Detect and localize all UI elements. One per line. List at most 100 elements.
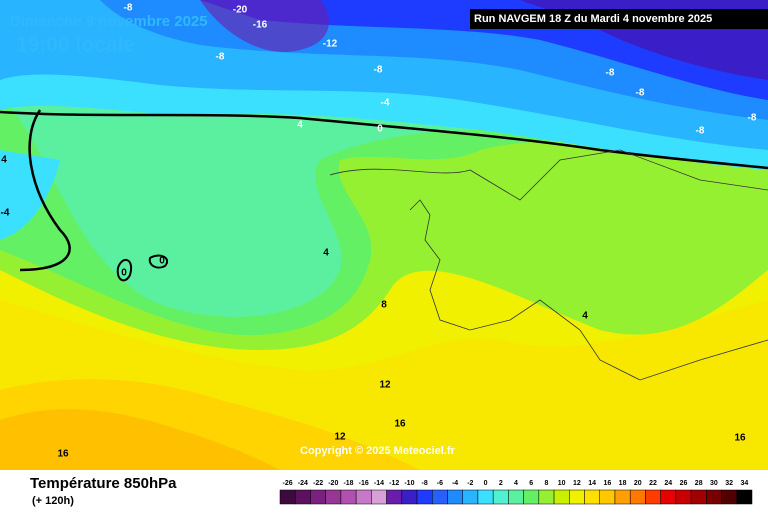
- legend-swatch: [584, 489, 600, 505]
- legend-swatch: [462, 489, 479, 505]
- legend-label: 16: [603, 480, 611, 487]
- legend-label: 2: [499, 480, 503, 487]
- contour-label: -8: [216, 52, 225, 63]
- contour-label: -8: [374, 65, 383, 76]
- legend-swatch: [614, 489, 631, 505]
- contour-label: 16: [57, 449, 69, 460]
- legend-swatch: [645, 489, 661, 505]
- legend-swatch: [538, 489, 555, 505]
- cold-area: [0, 150, 60, 240]
- legend-swatch: [599, 489, 616, 505]
- footer-title: Température 850hPa: [30, 475, 177, 492]
- contour-label: -8: [124, 3, 133, 14]
- legend-label: -8: [422, 480, 428, 487]
- legend-swatch: [310, 489, 326, 505]
- contour-label: -8: [606, 68, 615, 79]
- contour-line: [0, 110, 768, 170]
- contour-label: 8: [381, 300, 387, 311]
- legend-label: -24: [298, 480, 308, 487]
- legend-label: -16: [359, 480, 369, 487]
- contour-label: 4: [297, 120, 303, 131]
- legend-label: -14: [374, 480, 384, 487]
- legend-label: 0: [484, 480, 488, 487]
- contour-label: 16: [734, 433, 746, 444]
- legend-swatch: [416, 489, 433, 505]
- date-text: Dimanche 9 novembre 2025: [10, 13, 208, 30]
- contour-label: -8: [636, 88, 645, 99]
- legend-label: 22: [649, 480, 657, 487]
- legend-label: 12: [573, 480, 581, 487]
- legend-swatch: [401, 489, 418, 505]
- legend-swatch: [294, 489, 311, 505]
- legend-label: 20: [634, 480, 642, 487]
- legend-swatch: [569, 489, 585, 505]
- legend-swatch: [675, 489, 692, 505]
- contour-label: -20: [233, 5, 248, 16]
- legend-swatch: [706, 489, 722, 505]
- contour-labels: -8 -20 -16 -12 -8 -8 -4 4 0 -8 -8 -8 -8 4 -4 0 0 4 8 4 12 12 1…: [1, 3, 757, 460]
- contour-label: 12: [334, 432, 346, 443]
- legend-label: -22: [313, 480, 323, 487]
- contour-label: 4: [1, 155, 7, 166]
- legend-label: -12: [389, 480, 399, 487]
- legend-label: 4: [514, 480, 518, 487]
- legend-label: 28: [695, 480, 703, 487]
- copyright: Copyright © 2025 Meteociel.fr: [300, 445, 456, 457]
- contour-label: 4: [582, 311, 588, 322]
- legend-swatch: [629, 489, 646, 505]
- contour-label: -4: [1, 208, 10, 219]
- legend-label: 6: [529, 480, 533, 487]
- legend-swatch: [553, 489, 570, 505]
- legend-swatch: [279, 489, 296, 505]
- legend-swatch: [660, 489, 677, 505]
- contour-label: -16: [253, 20, 268, 31]
- legend-swatch: [690, 489, 707, 505]
- run-text: Run NAVGEM 18 Z du Mardi 4 novembre 2025: [474, 13, 712, 25]
- contour-label: 12: [379, 380, 391, 391]
- coastline: [329, 149, 768, 381]
- contour-label: 4: [323, 248, 329, 259]
- legend-label: 34: [740, 480, 748, 487]
- contour-label: 0: [121, 268, 127, 279]
- contour-line: [148, 254, 169, 269]
- legend-label: 14: [588, 480, 596, 487]
- warm-area: [0, 300, 768, 470]
- legend-label: -4: [452, 480, 458, 487]
- contour-label: 0: [377, 124, 383, 135]
- contour-label: 16: [394, 419, 406, 430]
- legend-swatch: [492, 489, 509, 505]
- legend-label: 32: [725, 480, 733, 487]
- legend-swatch: [721, 489, 738, 505]
- legend-label: 10: [558, 480, 566, 487]
- legend-label: -6: [437, 480, 443, 487]
- contour-label: -8: [696, 126, 705, 137]
- legend-swatch: [432, 489, 448, 505]
- legend-swatch: [508, 489, 524, 505]
- legend-label: 24: [664, 480, 672, 487]
- legend-label: -26: [283, 480, 293, 487]
- legend-swatch: [447, 489, 463, 505]
- legend-label: 18: [619, 480, 627, 487]
- contour-label: -8: [748, 113, 757, 124]
- legend-label: -2: [467, 480, 473, 487]
- legend-swatch: [523, 489, 540, 505]
- cool-area: [0, 95, 480, 317]
- legend-swatch: [371, 489, 387, 505]
- time-text: 19:00 locale: [16, 34, 135, 57]
- run-box: [470, 9, 768, 29]
- legend-label: -10: [404, 480, 414, 487]
- legend-swatch: [736, 489, 753, 505]
- contour-label: -4: [381, 98, 390, 109]
- legend-label: 30: [710, 480, 718, 487]
- legend-label: -18: [343, 480, 353, 487]
- contour-label: -12: [323, 39, 338, 50]
- legend-label: -20: [328, 480, 338, 487]
- legend-swatch: [477, 489, 494, 505]
- legend-swatch: [386, 489, 403, 505]
- legend-label: 8: [544, 480, 548, 487]
- contour-line: [19, 109, 71, 272]
- legend-label: 26: [680, 480, 688, 487]
- legend-swatch: [355, 489, 372, 505]
- contour-line: [116, 259, 133, 282]
